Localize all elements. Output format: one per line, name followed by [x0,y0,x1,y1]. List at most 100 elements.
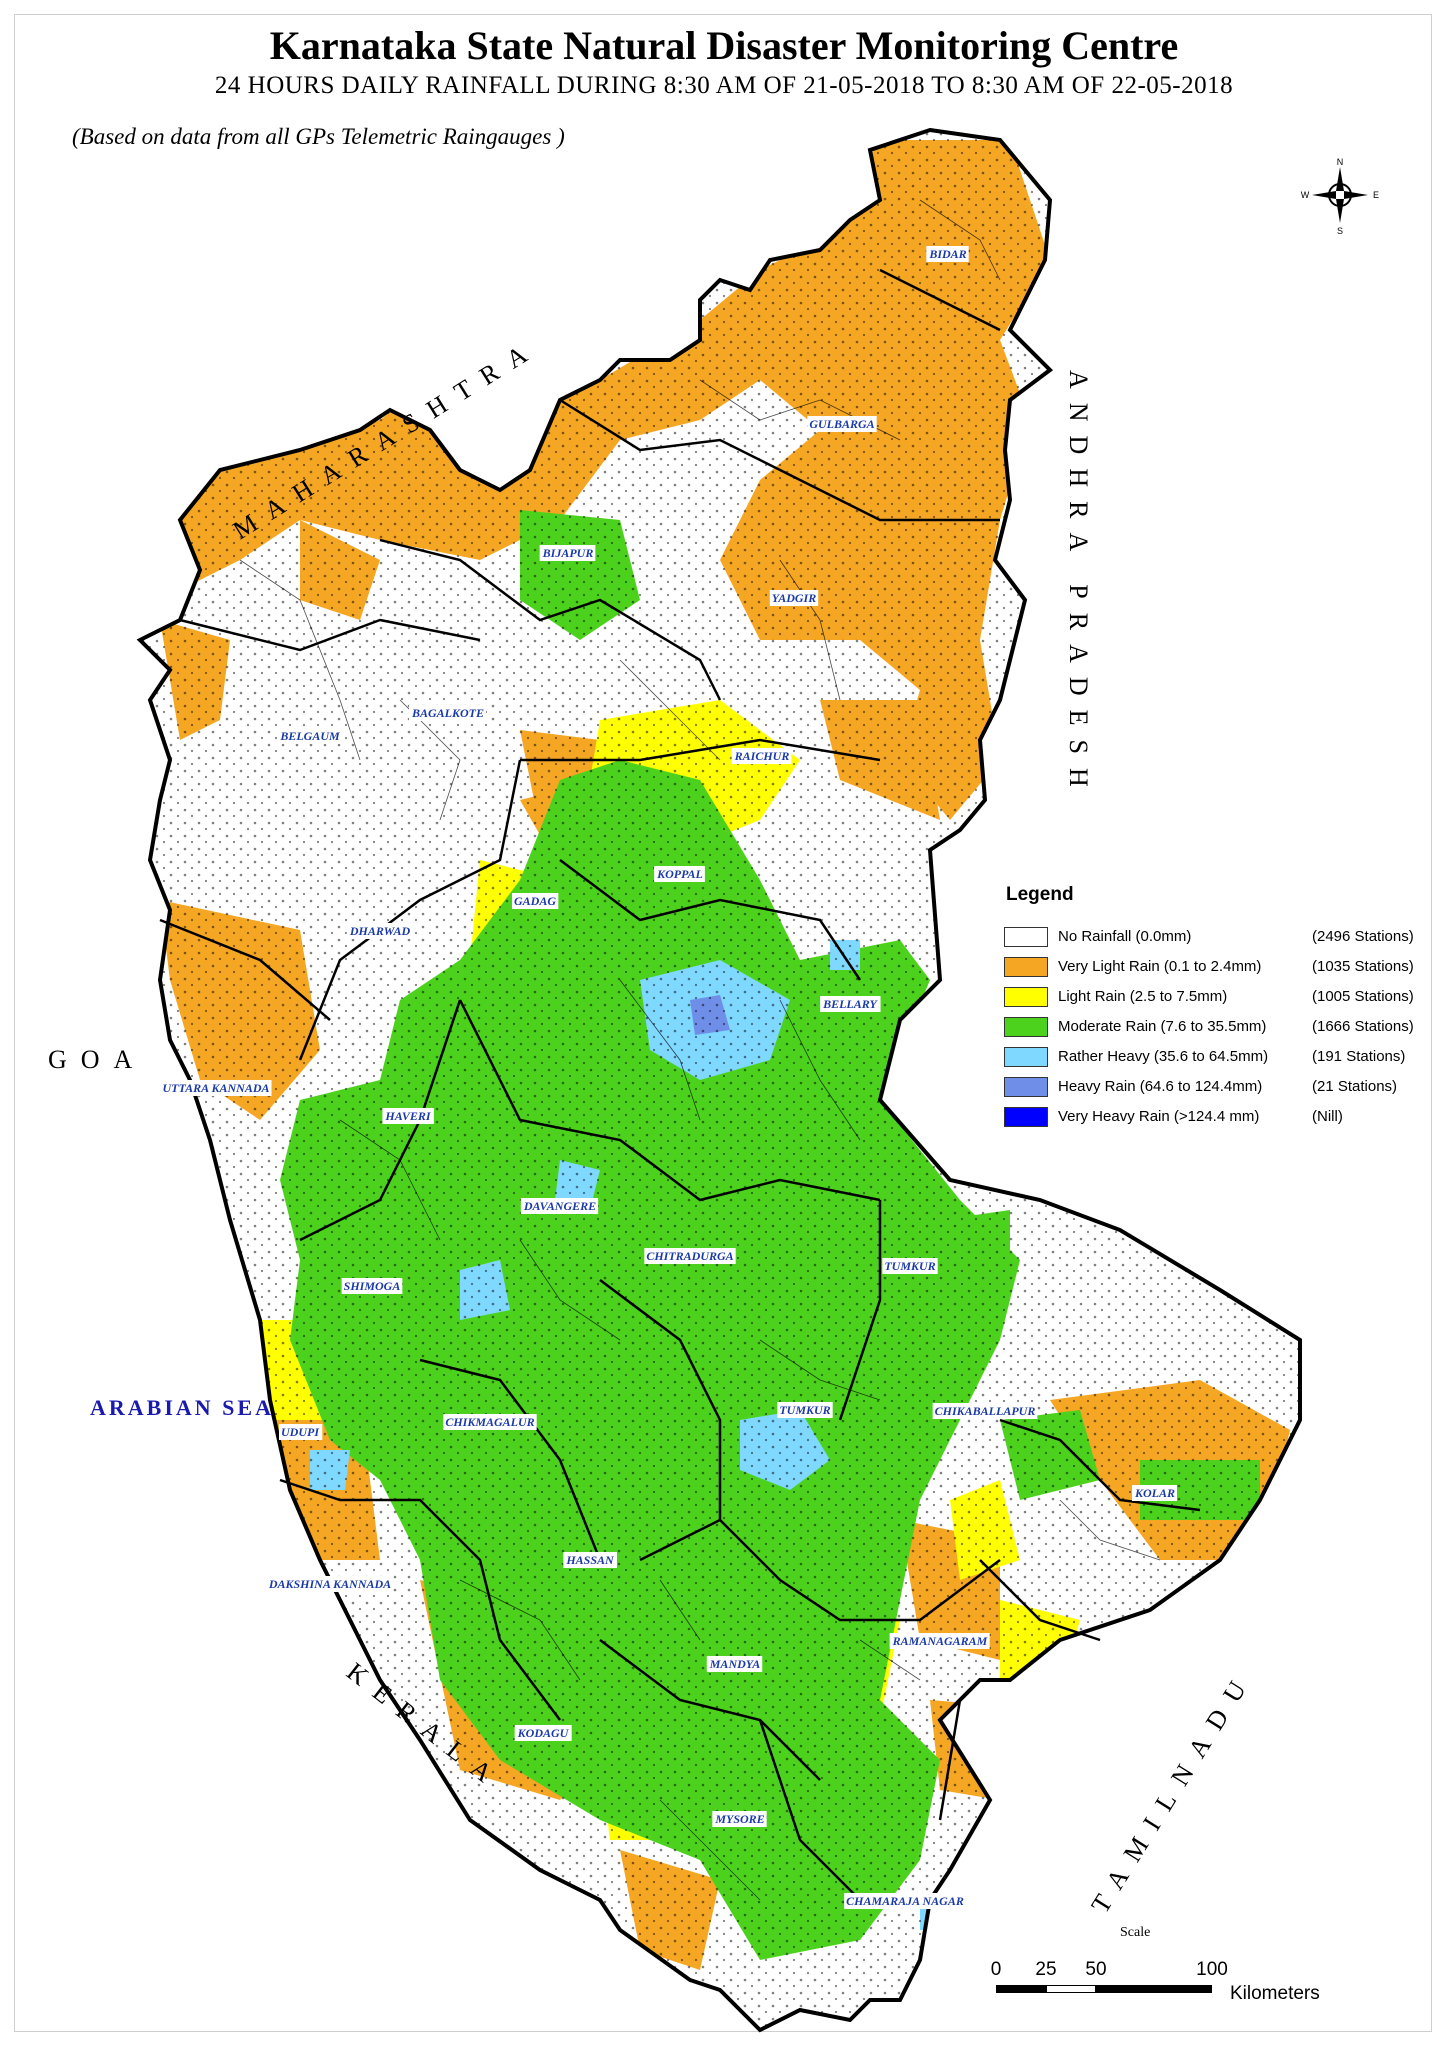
district-label-yadgir: YADGIR [772,591,816,605]
district-label-bg [654,866,705,882]
legend-count: (191 Stations) [1312,1048,1406,1065]
legend-count: (21 Stations) [1312,1078,1398,1095]
legend-label: Very Heavy Rain (>124.4 mm) [1058,1108,1260,1125]
legend-count: (1666 Stations) [1312,1018,1414,1035]
compass-n: N [1337,157,1344,167]
legend-swatch [1004,957,1048,977]
district-label-mysore: MYSORE [714,1812,764,1826]
district-label-bg [514,1725,572,1741]
map-legend: Legend No Rainfall (0.0mm) (2496 Station… [994,884,1418,1140]
scale-tick: 25 [1035,1959,1057,1980]
district-label-bg [563,1552,618,1568]
district-label-haveri: HAVERI [384,1109,431,1123]
legend-count: (1035 Stations) [1312,958,1414,975]
district-label-bg [932,1403,1038,1419]
district-label-bg [889,1633,990,1649]
district-label-bg [712,1811,767,1827]
neighbour-label-andhra-pradesh: ANDHRA PRADESH [1064,370,1093,801]
district-label-bg [644,1248,736,1264]
district-label-dakshina-kannada: DAKSHINA KANNADA [268,1577,391,1591]
district-label-hassan: HASSAN [565,1553,615,1567]
district-labels: BIDAR GULBARGA BIJAPUR YADGIR BAGALKOTE BELGA… [160,246,1178,1909]
district-label-davangere: DAVANGERE [523,1199,596,1213]
map-frame [14,14,1432,2032]
district-label-tumkur: TUMKUR [884,1259,935,1273]
district-label-bg [844,1893,966,1909]
district-label-shimoga: SHIMOGA [344,1279,401,1293]
district-label-bg [539,545,596,561]
district-label-bg [1131,1485,1178,1501]
legend-item-light-rain: Light Rain (2.5 to 7.5mm) (1005 Stations… [1004,984,1418,1010]
district-boundaries [159,268,1201,1901]
map-subtitle: 24 HOURS DAILY RAINFALL DURING 8:30 AM O… [214,72,1234,99]
scale-unit: Kilometers [1230,1983,1320,2004]
district-label-bg [882,1258,938,1274]
sea-label-arabian-sea: ARABIAN SEA [90,1395,274,1420]
district-label-bg [408,705,487,721]
scale-bar: Scale 0 25 50 100 Kilometers [988,1925,1368,2035]
map-title: Karnataka State Natural Disaster Monitor… [269,23,1179,68]
district-label-uttara-kannada: UTTARA KANNADA [162,1081,269,1095]
district-label-bellary: BELLARY [822,997,878,1011]
district-label-gadag: GADAG [514,894,556,908]
district-label-chitradurga: CHITRADURGA [646,1249,733,1263]
legend-swatch [1004,1077,1048,1097]
scale-segment [1096,1985,1212,1993]
legend-swatch [1004,987,1048,1007]
district-label-tumkur: TUMKUR [779,1403,830,1417]
district-label-kolar: KOLAR [1134,1486,1175,1500]
scale-tick: 0 [990,1959,1002,1980]
legend-label: Moderate Rain (7.6 to 35.5mm) [1058,1018,1267,1035]
legend-count: (1005 Stations) [1312,988,1414,1005]
compass-w: W [1301,190,1310,200]
legend-label: Heavy Rain (64.6 to 124.4mm) [1058,1078,1263,1095]
district-label-bg [820,996,881,1012]
north-arrow-compass: N S E W [1301,157,1379,235]
legend-label: No Rainfall (0.0mm) [1058,928,1192,945]
district-label-bg [731,748,792,764]
legend-swatch [1004,1047,1048,1067]
legend-item-rather-heavy: Rather Heavy (35.6 to 64.5mm) (191 Stati… [1004,1044,1418,1070]
scale-segment [1046,1985,1096,1993]
district-label-bidar: BIDAR [928,247,966,261]
district-label-belgaum: BELGAUM [279,729,340,743]
legend-count: (Nill) [1312,1108,1343,1125]
district-label-ramanagaram: RAMANAGARAM [892,1634,988,1648]
scale-tick: 50 [1085,1959,1107,1980]
district-label-chamaraja-nagar: CHAMARAJA NAGAR [846,1894,964,1908]
legend-item-very-heavy-rain: Very Heavy Rain (>124.4 mm) (Nill) [1004,1104,1418,1130]
district-label-bg [769,590,819,606]
district-label-kodagu: KODAGU [517,1726,570,1740]
district-label-bg [279,1424,323,1440]
district-label-bg [807,416,877,432]
neighbour-label-tamilnadu: TAMILNADU [1085,1664,1259,1918]
legend-swatch [1004,1017,1048,1037]
district-label-chikaballapur: CHIKABALLAPUR [935,1404,1036,1418]
legend-swatch [1004,927,1048,947]
scale-title: Scale [1120,1925,1151,1940]
district-label-chikmagalur: CHIKMAGALUR [445,1415,534,1429]
legend-count: (2496 Stations) [1312,928,1414,945]
scale-tick: 100 [1196,1959,1228,1980]
legend-item-moderate-rain: Moderate Rain (7.6 to 35.5mm) (1666 Stat… [1004,1014,1418,1040]
district-label-bg [443,1414,537,1430]
compass-e: E [1373,190,1379,200]
legend-item-very-light-rain: Very Light Rain (0.1 to 2.4mm) (1035 Sta… [1004,954,1418,980]
compass-s: S [1337,226,1343,235]
legend-title: Legend [1006,884,1074,905]
district-label-bg [160,1080,272,1096]
district-label-udupi: UDUPI [281,1425,320,1439]
district-label-gulbarga: GULBARGA [809,417,874,431]
legend-swatch [1004,1107,1048,1127]
district-label-bg [926,246,969,262]
district-label-bg [277,728,343,744]
district-label-bagalkote: BAGALKOTE [411,706,484,720]
district-label-bg [706,1656,763,1672]
legend-item-no-rainfall: No Rainfall (0.0mm) (2496 Stations) [1004,924,1418,950]
district-label-koppal: KOPPAL [656,867,703,881]
neighbour-label-goa: GOA [48,1045,146,1074]
district-label-bg [341,1278,403,1294]
district-label-bg [520,1198,599,1214]
district-label-bg [346,923,413,939]
